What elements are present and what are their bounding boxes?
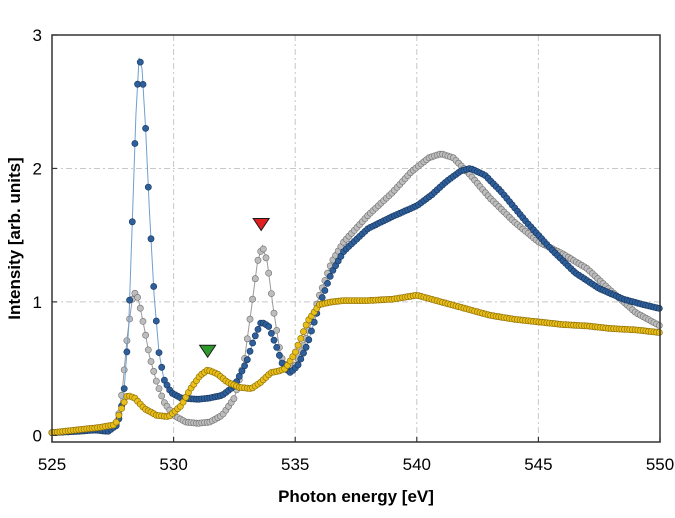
- gray-data-point: [251, 275, 259, 283]
- gray-data-point: [249, 295, 256, 303]
- gray-data-point: [265, 269, 273, 277]
- blue-data-point: [321, 287, 329, 294]
- series-yellow: [48, 291, 663, 437]
- yellow-data-point: [120, 398, 128, 406]
- blue-data-point: [270, 336, 278, 344]
- blue-data-point: [246, 347, 254, 355]
- x-axis-title: Photon energy [eV]: [278, 487, 434, 506]
- gray-data-point: [246, 315, 254, 323]
- yellow-data-point: [118, 405, 125, 412]
- data-series: [48, 57, 663, 437]
- yellow-data-point: [297, 335, 305, 342]
- yellow-data-point: [291, 348, 299, 356]
- red-triangle-marker: [252, 217, 271, 232]
- y-tick-label: 0: [33, 426, 42, 445]
- blue-data-point: [326, 272, 334, 280]
- blue-data-point: [150, 283, 158, 290]
- blue-data-point: [300, 349, 307, 357]
- gray-data-point: [136, 304, 144, 312]
- blue-data-point: [273, 343, 281, 351]
- blue-data-point: [267, 329, 275, 337]
- yellow-data-point: [300, 328, 307, 336]
- x-tick-label: 530: [159, 455, 187, 474]
- gray-data-point: [134, 293, 141, 301]
- plot-frame: [51, 34, 661, 443]
- blue-data-point: [158, 363, 166, 371]
- blue-data-point: [324, 279, 331, 287]
- gray-data-point: [147, 358, 155, 365]
- y-tick-label: 2: [33, 159, 42, 178]
- x-tick-label: 525: [38, 455, 66, 474]
- blue-data-point: [265, 323, 273, 330]
- gray-data-point: [139, 317, 147, 325]
- blue-data-point: [308, 327, 315, 335]
- blue-data-point: [238, 367, 246, 375]
- x-tick-label: 545: [524, 455, 552, 474]
- blue-data-point: [249, 339, 256, 347]
- gray-data-point: [254, 256, 262, 264]
- y-tick-label: 3: [33, 26, 42, 45]
- gray-data-point: [144, 346, 152, 354]
- gray-data-point: [262, 254, 270, 262]
- annotation-markers: [198, 217, 271, 359]
- gray-data-point: [123, 337, 131, 344]
- gray-data-point: [142, 331, 149, 339]
- gray-data-point: [152, 377, 160, 385]
- gray-data-point: [243, 335, 251, 343]
- y-tick-label: 1: [33, 293, 42, 312]
- gray-data-point: [158, 392, 166, 400]
- grid-lines: [52, 35, 660, 442]
- gray-data-point: [120, 366, 128, 374]
- blue-data-point: [241, 362, 248, 370]
- blue-data-point: [275, 351, 283, 359]
- x-tick-label: 540: [403, 455, 431, 474]
- gray-data-point: [273, 326, 281, 334]
- blue-data-point: [251, 332, 259, 340]
- x-tick-label: 550: [646, 455, 674, 474]
- blue-data-point: [120, 385, 128, 392]
- gray-data-point: [150, 367, 158, 375]
- gray-data-point: [155, 385, 163, 392]
- blue-data-point: [302, 343, 310, 351]
- gray-data-point: [267, 290, 275, 297]
- blue-data-point: [297, 355, 305, 363]
- blue-data-point: [136, 58, 144, 66]
- yellow-data-point: [294, 341, 302, 349]
- gray-data-point: [126, 315, 134, 323]
- blue-data-point: [254, 325, 262, 333]
- yellow-data-point: [112, 418, 120, 426]
- blue-data-point: [126, 296, 134, 304]
- green-triangle-marker: [198, 344, 217, 359]
- gray-data-point: [270, 309, 278, 317]
- y-axis-title: Intensity [arb. units]: [5, 157, 24, 319]
- gray-data-point: [259, 245, 267, 253]
- yellow-data-point: [302, 321, 310, 329]
- blue-data-point: [139, 81, 147, 88]
- blue-data-point: [144, 183, 152, 191]
- axis-ticks: 525 530 535 540 545 550 0 1 2 3: [33, 26, 675, 474]
- blue-data-point: [123, 348, 131, 356]
- gray-data-point: [230, 395, 238, 403]
- blue-data-point: [155, 349, 163, 356]
- blue-data-point: [147, 235, 155, 243]
- blue-data-point: [142, 124, 149, 132]
- blue-data-point: [131, 140, 139, 147]
- x-tick-label: 535: [281, 455, 309, 474]
- blue-data-point: [128, 218, 136, 226]
- blue-data-point: [318, 294, 326, 301]
- blue-data-point: [152, 317, 160, 325]
- blue-data-point: [243, 356, 251, 364]
- blue-data-point: [305, 336, 313, 344]
- yellow-data-point: [115, 411, 123, 419]
- blue-data-point: [294, 361, 302, 369]
